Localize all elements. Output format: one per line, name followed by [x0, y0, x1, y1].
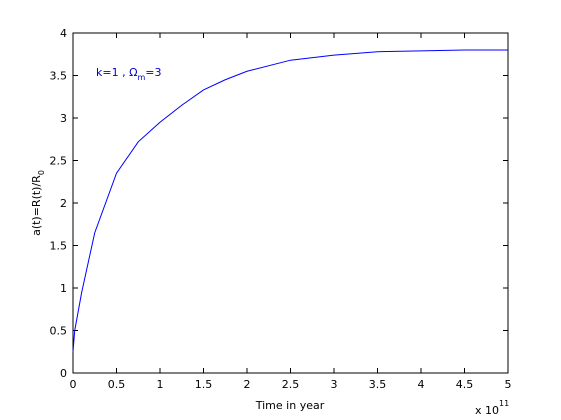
y-tick-label: 4	[60, 27, 67, 40]
y-tick-label: 2	[60, 197, 67, 210]
y-axis-label: a(t)=R(t)/R0	[30, 170, 46, 236]
y-tick-label: 0.5	[50, 325, 68, 338]
x-tick-label: 1.5	[195, 378, 213, 391]
x-tick-label: 1	[157, 378, 164, 391]
x-tick-label: 2.5	[282, 378, 300, 391]
x-multiplier-exponent: 11	[499, 399, 509, 408]
x-tick-label: 0.5	[108, 378, 126, 391]
y-tick-label: 3	[60, 112, 67, 125]
annotation-text: =3	[145, 66, 161, 79]
x-tick-label: 0	[70, 378, 77, 391]
x-tick-label: 4.5	[456, 378, 474, 391]
y-axis-label-main: a(t)=R(t)/R	[30, 175, 43, 236]
y-tick-label: 0	[60, 367, 67, 380]
x-axis-label: Time in year	[255, 399, 325, 412]
y-tick-label: 1.5	[50, 240, 68, 253]
y-axis-label-subscript: 0	[37, 170, 46, 175]
x-tick-label: 3.5	[369, 378, 387, 391]
x-multiplier-base: x 10	[475, 404, 499, 417]
annotation: k=1 , Ωm=3	[96, 66, 162, 82]
y-tick-label: 3.5	[50, 70, 68, 83]
x-multiplier: x 1011	[475, 399, 509, 417]
y-tick-label: 2.5	[50, 155, 68, 168]
x-tick-label: 5	[505, 378, 512, 391]
axes-box	[72, 32, 509, 374]
x-tick-label: 4	[418, 378, 425, 391]
x-tick-label: 3	[331, 378, 338, 391]
x-tick-label: 2	[244, 378, 251, 391]
annotation-subscript: m	[137, 73, 145, 82]
annotation-text: k=1 , Ω	[96, 66, 137, 79]
data-line	[72, 49, 508, 352]
y-tick-label: 1	[60, 282, 67, 295]
